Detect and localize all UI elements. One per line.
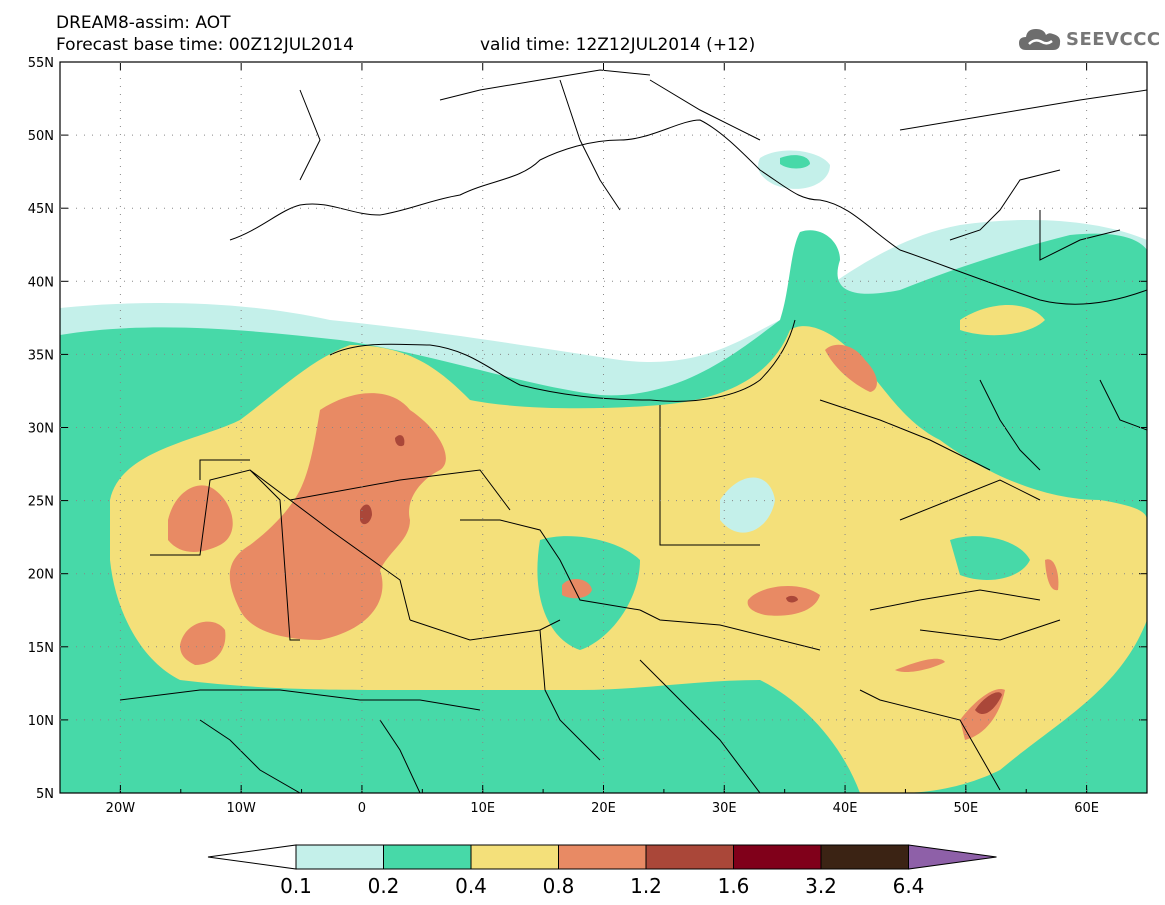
aot-band-0.8-iraq: [825, 344, 877, 392]
logo-text: SEEVCCC: [1066, 28, 1161, 50]
lon-label: 10W: [226, 801, 256, 816]
latitude-axis: 55N 50N 45N 40N 35N 30N 25N 20N 15N 10N 5N: [28, 56, 1147, 802]
colorbar-segment: [383, 844, 472, 870]
lat-label: 5N: [36, 787, 54, 802]
aot-band-0.8-yemen: [895, 658, 945, 673]
colorbar-label: 0.4: [455, 874, 487, 898]
lon-label: 20W: [106, 801, 136, 816]
aot-band-0.8-sudan: [747, 585, 820, 616]
aot-band-0.1-ukraine: [758, 150, 830, 189]
seevccc-logo: SEEVCCC: [1018, 24, 1161, 54]
colorbar-label: 1.6: [718, 874, 750, 898]
lon-label: 20E: [591, 801, 616, 816]
colorbar-label: 0.1: [280, 874, 312, 898]
map-title: DREAM8-assim: AOT: [56, 13, 231, 33]
lat-label: 55N: [28, 56, 54, 71]
lat-label: 45N: [28, 202, 54, 217]
aot-field: [60, 150, 1147, 793]
lon-label: 10E: [470, 801, 495, 816]
forecast-base-time: Forecast base time: 00Z12JUL2014: [56, 35, 354, 55]
colorbar-segment: [733, 844, 822, 870]
aot-band-1.2-somalia: [975, 692, 1002, 715]
colorbar-segment: [470, 844, 559, 870]
valid-time: valid time: 12Z12JUL2014 (+12): [480, 35, 756, 55]
cloud-icon: [1019, 29, 1061, 50]
longitude-axis: 20W 10W 0 10E 20E 30E 40E 50E 60E: [59, 62, 1148, 816]
aot-band-0.8-sahara: [229, 393, 446, 640]
aot-band-0.8-mauritania: [168, 485, 233, 552]
colorbar-label: 0.2: [368, 874, 400, 898]
lat-label: 50N: [28, 129, 54, 144]
lat-label: 15N: [28, 641, 54, 656]
colorbar-segment: [295, 844, 384, 870]
lon-label: 50E: [953, 801, 978, 816]
colorbar-label: 3.2: [805, 874, 837, 898]
colorbar-label: 1.2: [630, 874, 662, 898]
colorbar-label: 0.8: [543, 874, 575, 898]
lon-label: 30E: [712, 801, 737, 816]
lon-label: 0: [358, 801, 366, 816]
aot-band-0.8-chad: [562, 578, 592, 599]
colorbar-high-arrow: [908, 844, 997, 870]
country-borders: [119, 69, 1147, 793]
aot-band-1.2-algeria-north: [395, 435, 405, 447]
lat-label: 20N: [28, 568, 54, 583]
lat-label: 35N: [28, 348, 54, 363]
colorbar-segment: [558, 844, 647, 870]
colorbar-segment: [820, 844, 909, 870]
colorbar-segment: [645, 844, 734, 870]
lon-label: 60E: [1074, 801, 1099, 816]
aot-band-0.4-iran: [960, 305, 1045, 336]
aot-band-0.2-arabia: [950, 536, 1030, 580]
colorbar-label: 6.4: [893, 874, 925, 898]
colorbar: 0.1 0.2 0.4 0.8 1.2 1.6 3.2 6.4: [207, 844, 997, 898]
lat-label: 10N: [28, 714, 54, 729]
aot-band-0.8-oman: [1045, 559, 1059, 591]
aot-band-1.2-sudan: [786, 595, 798, 603]
lat-label: 25N: [28, 495, 54, 510]
lat-label: 40N: [28, 275, 54, 290]
aot-band-0.2-egypt: [720, 477, 775, 533]
colorbar-low-arrow: [207, 844, 297, 870]
aot-band-0.2-blacksea: [780, 155, 810, 169]
aot-band-0.8-senegal: [180, 621, 226, 665]
lon-label: 40E: [833, 801, 858, 816]
lat-label: 30N: [28, 422, 54, 437]
aot-band-1.2-algeria: [360, 504, 372, 525]
